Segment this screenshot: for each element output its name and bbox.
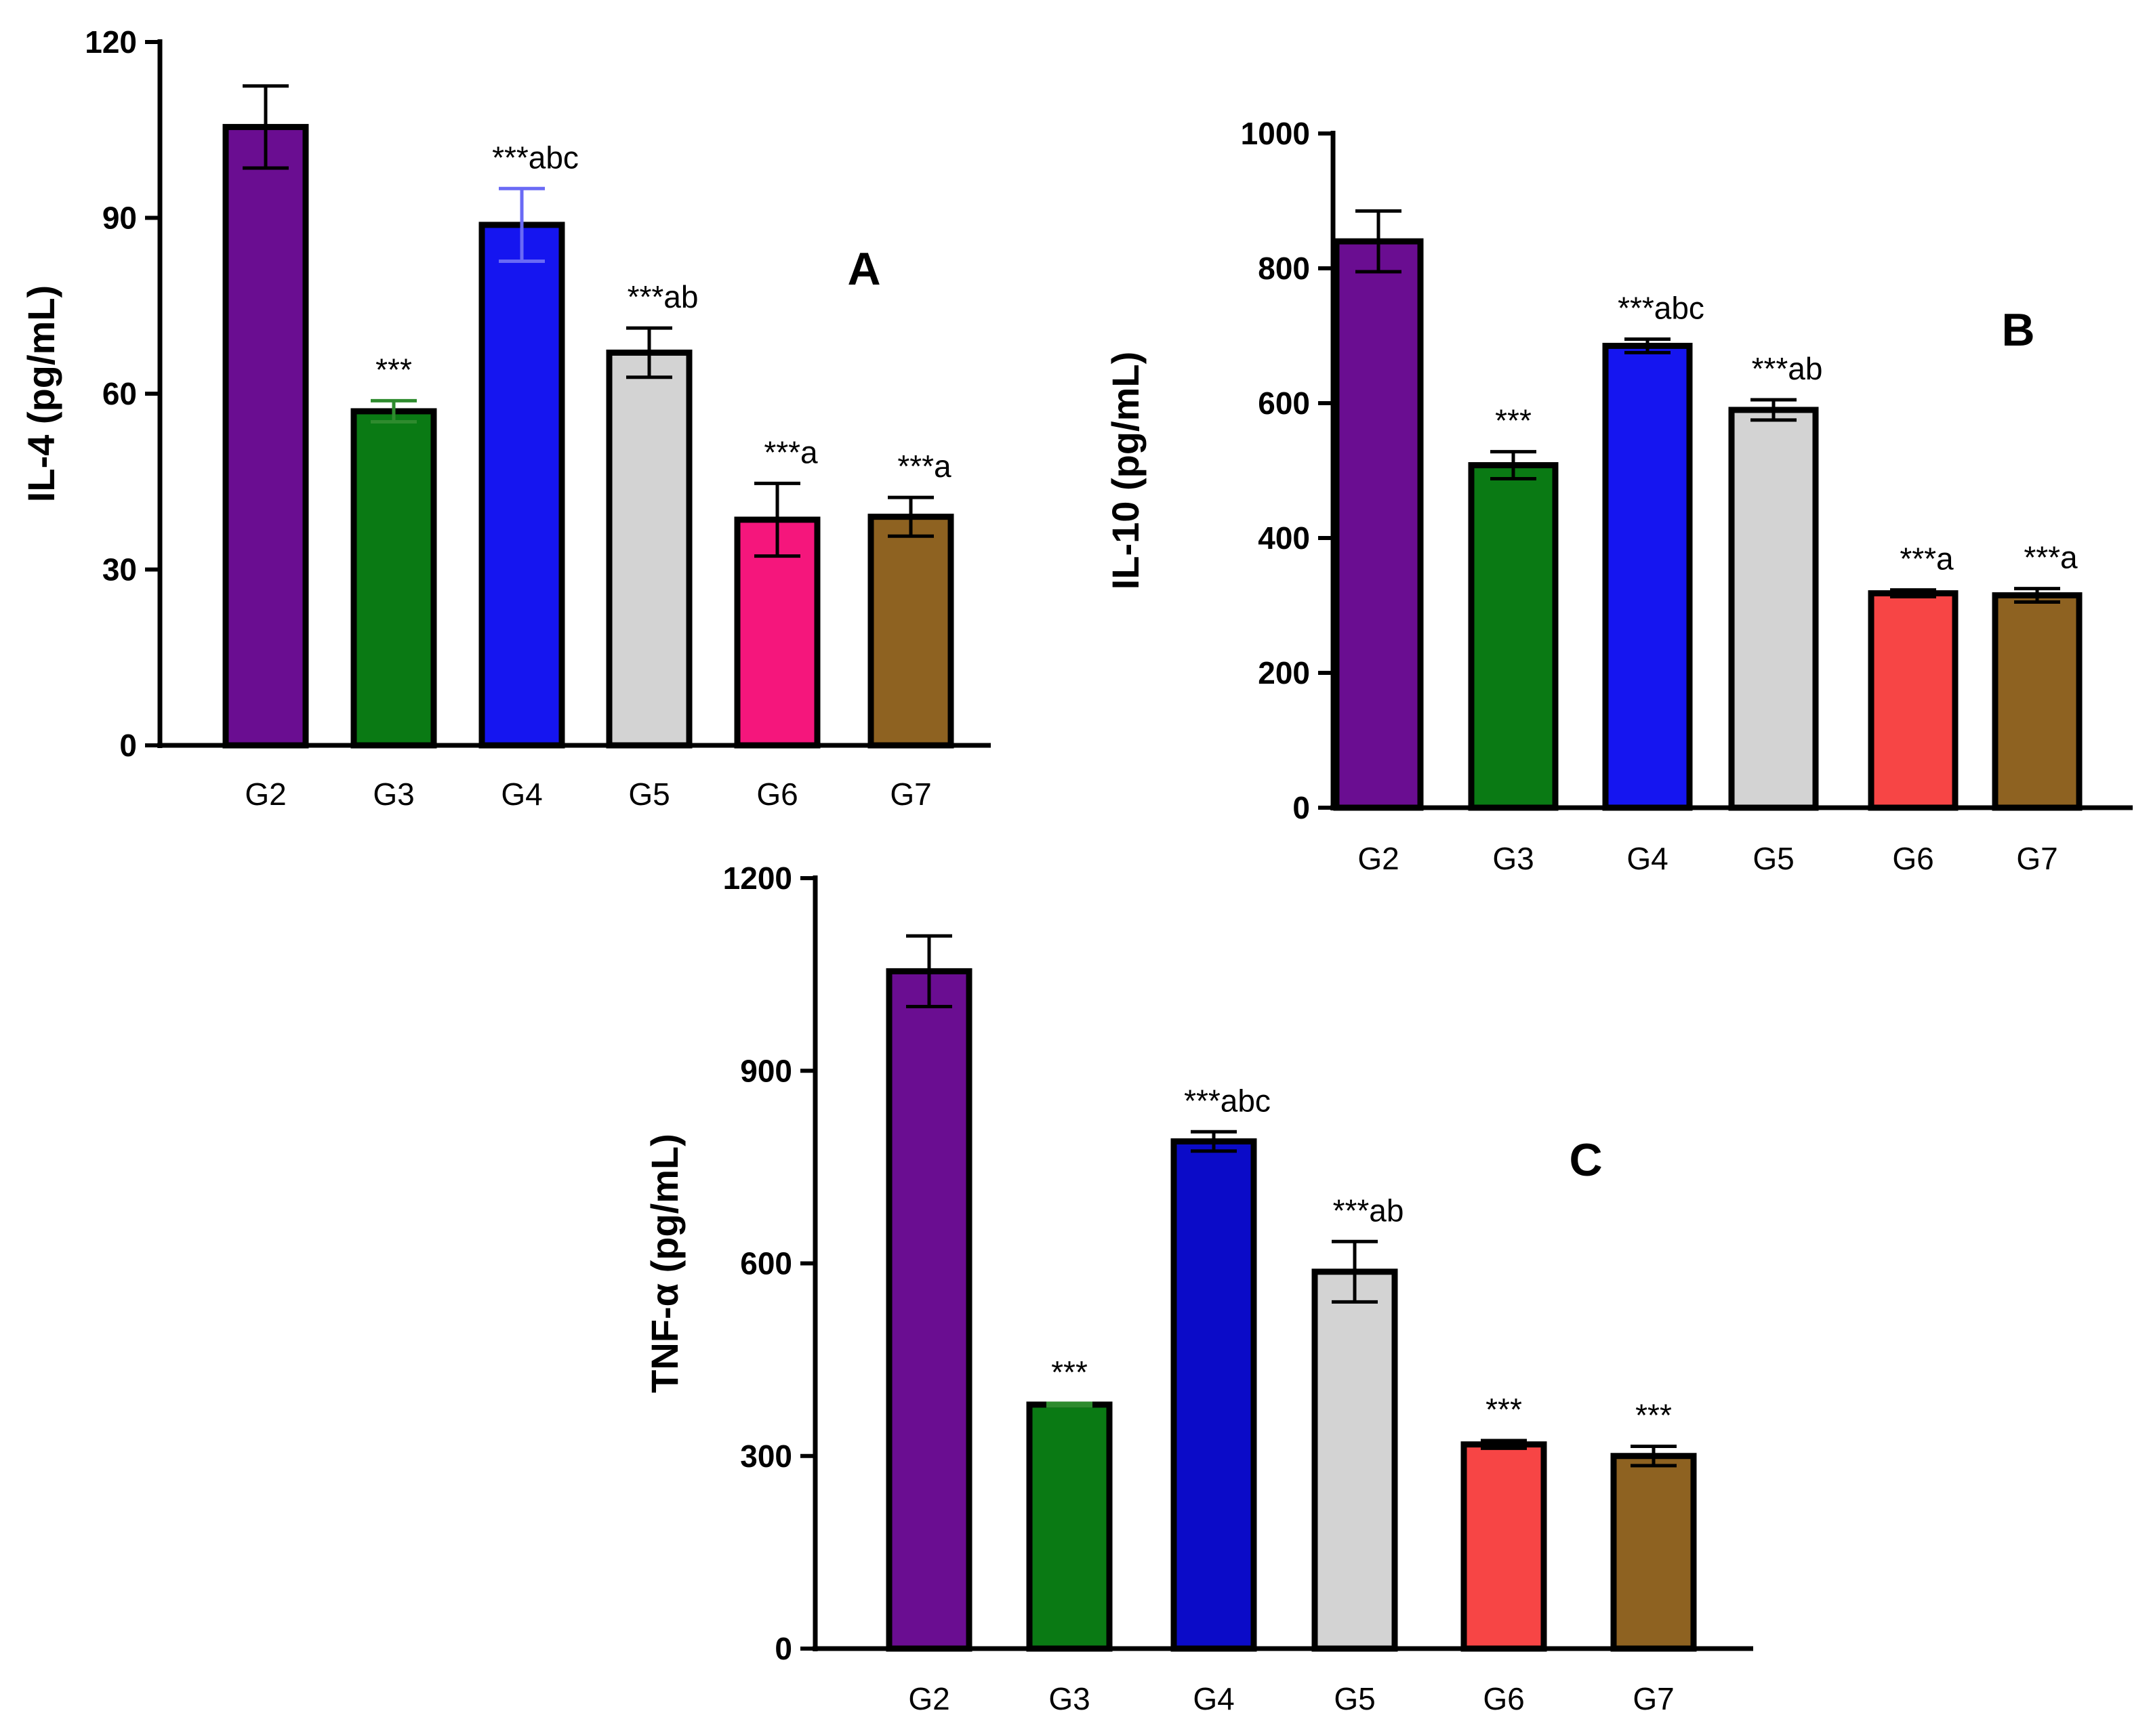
y-axis-title: IL-10 (pg/mL) xyxy=(1104,352,1147,590)
y-tick-label: 900 xyxy=(740,1053,792,1088)
bar-g7 xyxy=(867,514,954,749)
y-tick-label: 600 xyxy=(1258,386,1310,421)
x-tick-label: G6 xyxy=(1892,841,1933,876)
bar-g4 xyxy=(1170,1138,1257,1652)
y-tick-label: 600 xyxy=(740,1246,792,1281)
error-bar-g5 xyxy=(1332,1239,1378,1304)
error-bar-g5 xyxy=(626,326,672,379)
bar-g3 xyxy=(1468,462,1559,811)
panel-c: 0 300 600 900 1200 G2 G3 G4 G5 G6 G7 *** ***abc ***ab… xyxy=(643,861,1753,1716)
significance-label: *** xyxy=(1495,403,1532,438)
x-tick-label: G3 xyxy=(373,777,414,812)
y-tick-label: 400 xyxy=(1258,520,1310,556)
y-tick-label: 0 xyxy=(1292,790,1310,825)
x-tick-label: G5 xyxy=(1334,1681,1375,1716)
error-bar-g7 xyxy=(888,495,934,538)
y-tick-label: 90 xyxy=(102,201,137,236)
significance-label: *** xyxy=(1635,1398,1672,1433)
significance-label: ***abc xyxy=(492,140,579,175)
x-tick-label: G6 xyxy=(756,777,798,812)
y-tick-label: 60 xyxy=(102,376,137,411)
panel-label: A xyxy=(847,243,880,295)
x-tick-label: G7 xyxy=(1633,1681,1674,1716)
bar-g4 xyxy=(1602,342,1693,811)
y-tick-label: 1000 xyxy=(1241,116,1310,151)
error-bar-g6 xyxy=(1890,588,1936,599)
error-bar-g3 xyxy=(371,398,417,424)
significance-label: ***a xyxy=(2024,540,2078,575)
bar-g5 xyxy=(1311,1268,1398,1652)
error-bar-g6 xyxy=(754,481,800,558)
error-bar-g7 xyxy=(2014,587,2060,604)
x-tick-label: G4 xyxy=(1193,1681,1234,1716)
error-bar-g3 xyxy=(1046,1401,1092,1408)
error-bar-g3 xyxy=(1490,450,1536,480)
bar-g4 xyxy=(478,222,565,749)
y-axis-title: TNF-α (pg/mL) xyxy=(643,1134,686,1393)
error-bar-g2 xyxy=(243,84,289,170)
x-tick-label: G2 xyxy=(908,1681,949,1716)
error-bar-g6 xyxy=(1481,1439,1527,1450)
significance-label: ***a xyxy=(764,434,818,470)
bar-g5 xyxy=(1728,407,1819,811)
error-bar-g7 xyxy=(1631,1445,1677,1468)
x-tick-label: G3 xyxy=(1048,1681,1090,1716)
x-tick-label: G7 xyxy=(890,777,931,812)
y-tick-label: 1200 xyxy=(723,861,792,896)
y-tick-label: 30 xyxy=(102,552,137,587)
bar-g7 xyxy=(1992,592,2083,811)
significance-label: ***abc xyxy=(1184,1083,1271,1118)
y-tick-label: 0 xyxy=(775,1631,792,1666)
panel-label: B xyxy=(2001,304,2034,356)
x-tick-label: G3 xyxy=(1492,841,1534,876)
significance-label: ***ab xyxy=(1333,1193,1404,1228)
significance-label: *** xyxy=(375,352,412,387)
y-tick-label: 200 xyxy=(1258,655,1310,690)
error-bar-g4 xyxy=(1624,337,1671,354)
x-tick-label: G4 xyxy=(501,777,542,812)
error-bar-g2 xyxy=(906,934,952,1008)
bar-g5 xyxy=(606,349,693,749)
bar-g6 xyxy=(1868,590,1959,811)
significance-label: *** xyxy=(1486,1392,1522,1427)
bar-g7 xyxy=(1610,1453,1697,1652)
panel-a: 0 30 60 90 120 G2 G3 G4 G5 G6 G7 *** ***abc ***ab ***a… xyxy=(20,24,991,812)
bar-g2 xyxy=(886,968,972,1652)
bar-g3 xyxy=(350,408,437,749)
y-tick-label: 800 xyxy=(1258,251,1310,286)
error-bar-g5 xyxy=(1750,398,1797,422)
bar-g6 xyxy=(1460,1441,1547,1652)
y-tick-label: 0 xyxy=(119,728,137,763)
bar-g2 xyxy=(1333,238,1424,811)
x-tick-label: G4 xyxy=(1626,841,1668,876)
significance-label: ***a xyxy=(1900,541,1954,577)
significance-label: ***ab xyxy=(628,279,699,314)
panel-b: 0 200 400 600 800 1000 G2 G3 G4 G5 G6 G7 *** ***abc **… xyxy=(1104,116,2133,876)
error-bar-g4 xyxy=(1191,1130,1237,1153)
bar-g3 xyxy=(1026,1401,1113,1652)
x-tick-label: G5 xyxy=(628,777,670,812)
error-bar-g2 xyxy=(1355,209,1401,274)
y-axis-title: IL-4 (pg/mL) xyxy=(20,285,62,502)
significance-label: *** xyxy=(1051,1355,1088,1390)
y-tick-label: 300 xyxy=(740,1439,792,1474)
x-tick-label: G7 xyxy=(2016,841,2057,876)
x-tick-label: G5 xyxy=(1753,841,1794,876)
significance-label: ***abc xyxy=(1618,290,1704,325)
x-tick-label: G2 xyxy=(245,777,286,812)
x-tick-label: G6 xyxy=(1483,1681,1524,1716)
y-tick-label: 120 xyxy=(85,24,137,60)
significance-label: ***a xyxy=(897,449,951,484)
error-bar-g4 xyxy=(499,186,545,264)
panel-label: C xyxy=(1569,1134,1602,1186)
significance-label: ***ab xyxy=(1752,351,1823,386)
bar-g2 xyxy=(222,123,309,749)
x-tick-label: G2 xyxy=(1357,841,1399,876)
